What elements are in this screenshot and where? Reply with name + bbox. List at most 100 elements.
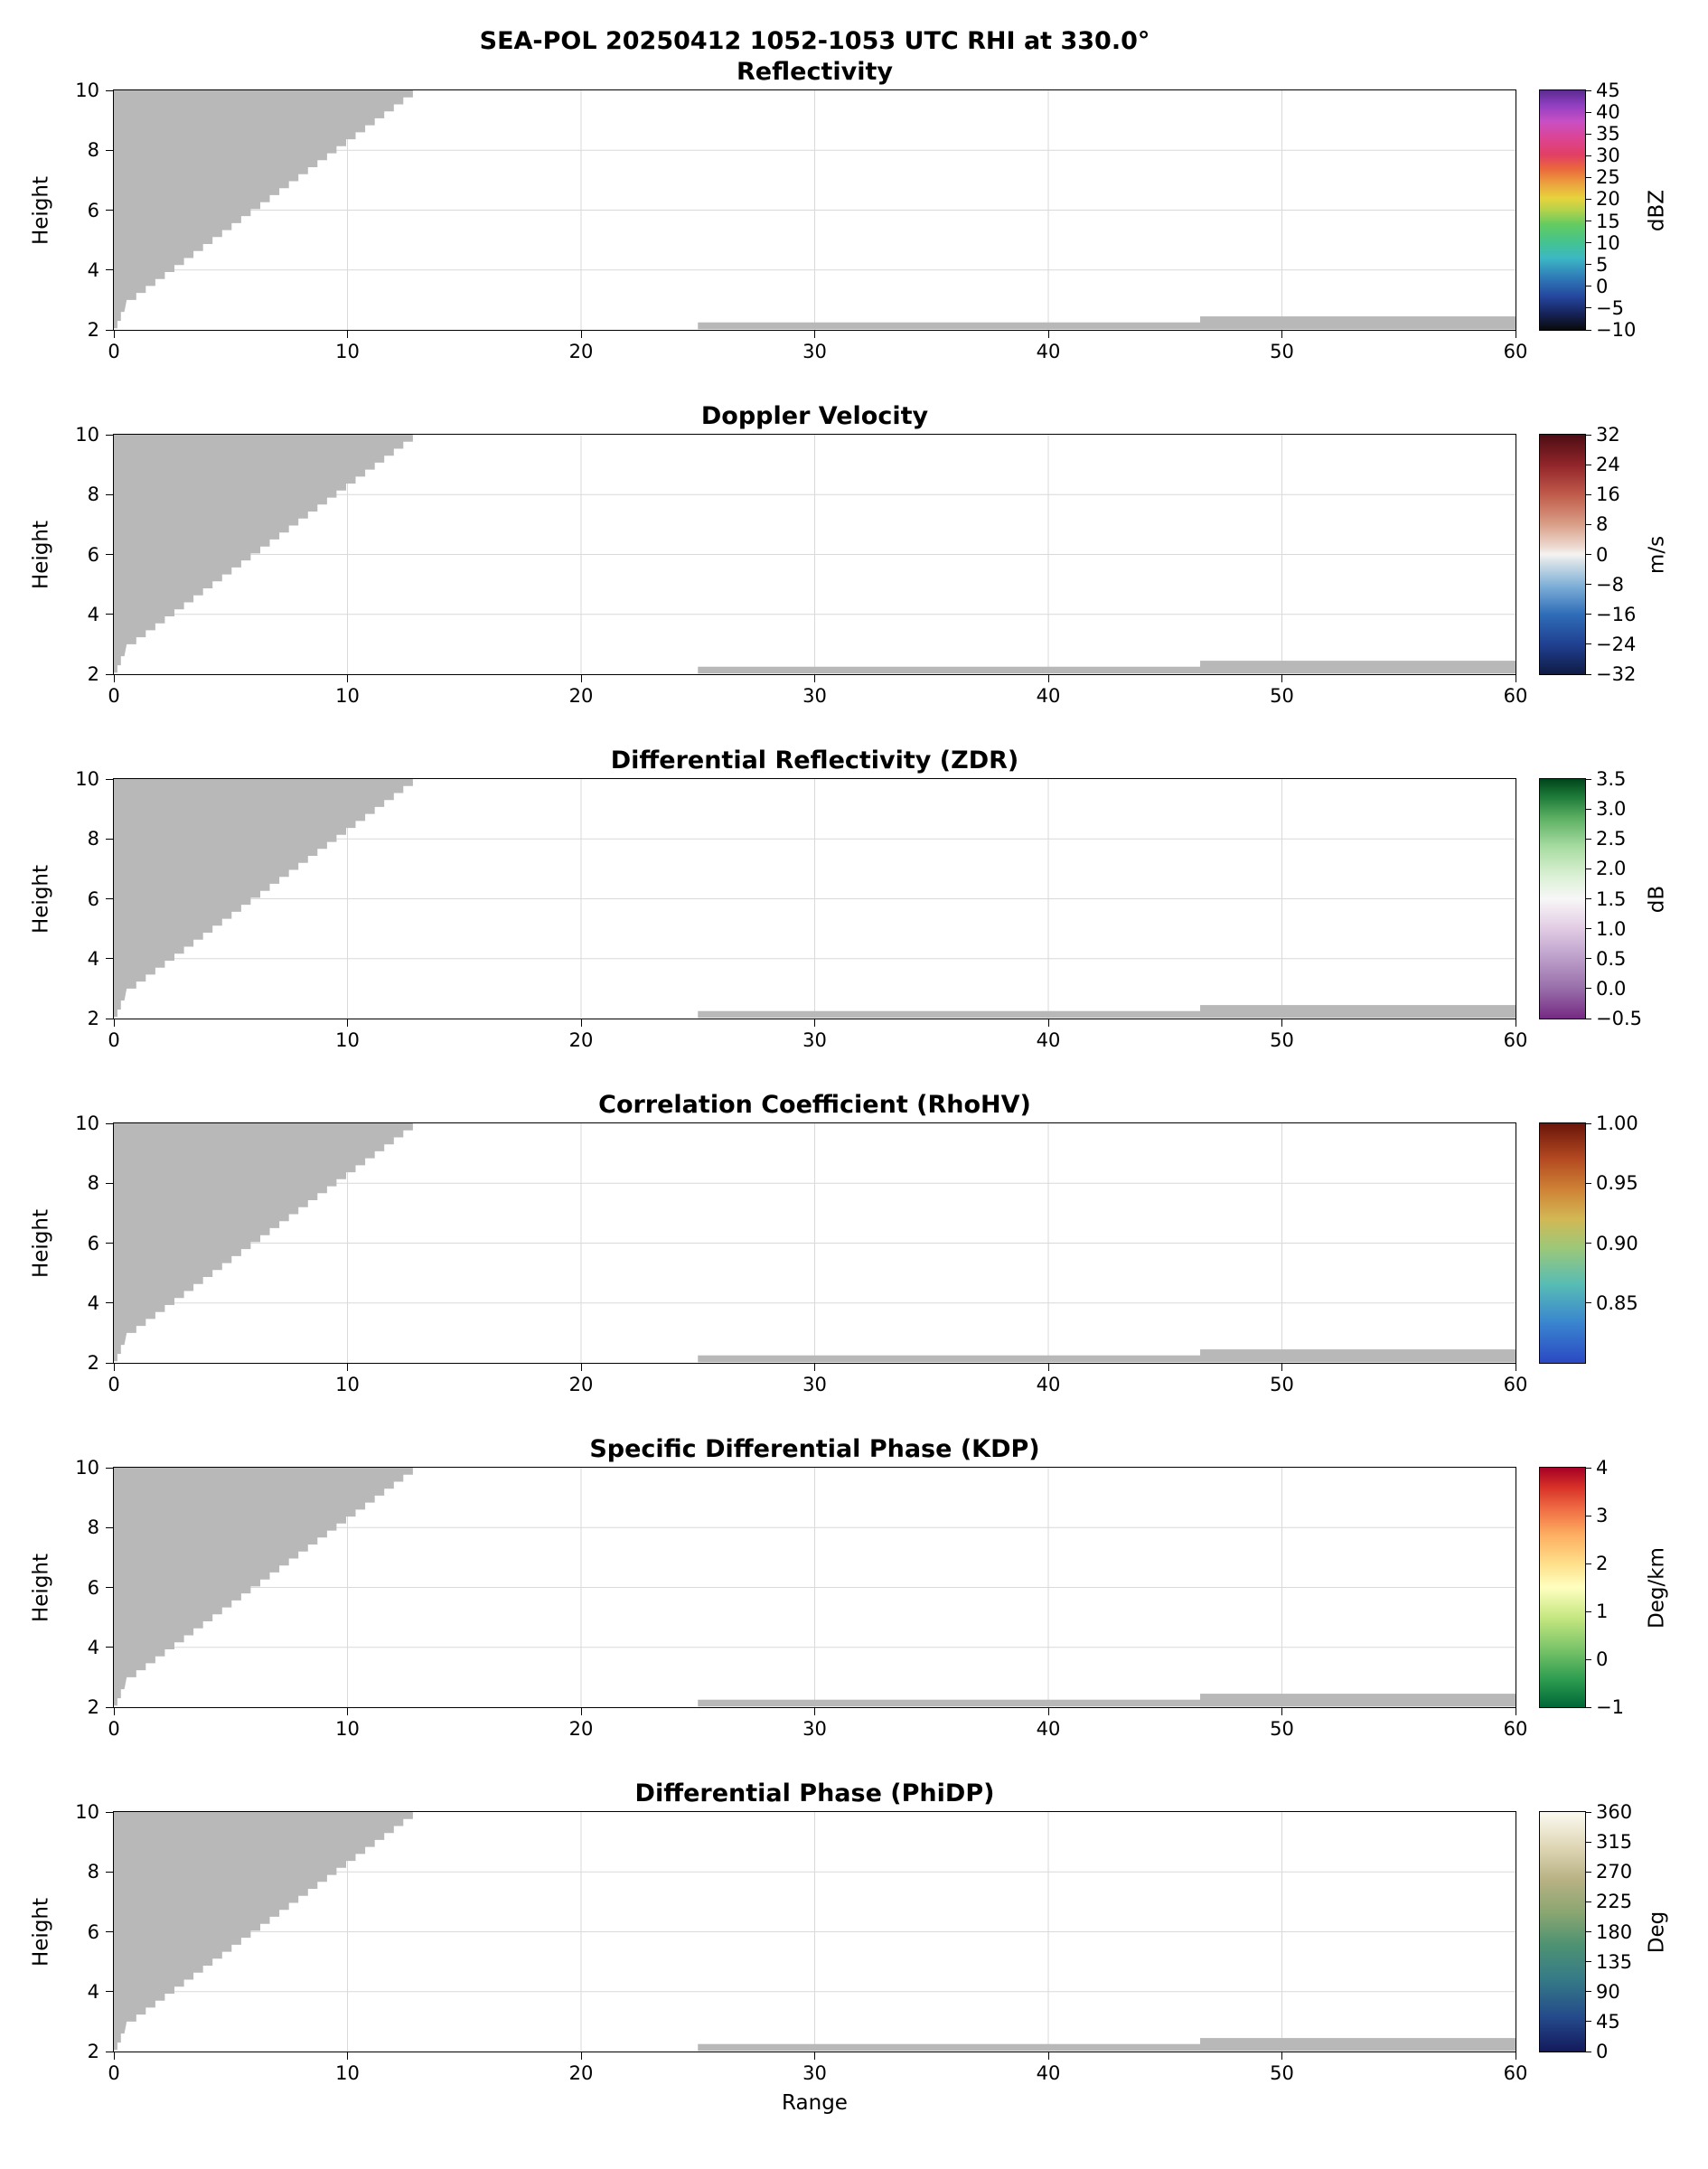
colorbar-tick-label: 24 [1596, 454, 1620, 476]
panel-title-velocity: Doppler Velocity [700, 402, 929, 430]
x-tick-mark [347, 675, 348, 682]
masked-region-strip [698, 1355, 1516, 1363]
x-tick-mark [814, 1019, 815, 1027]
colorbar-tick-label: 16 [1596, 484, 1620, 506]
x-tick-label: 40 [1036, 685, 1061, 707]
x-tick-label: 20 [568, 341, 594, 362]
y-tick-label: 10 [75, 424, 99, 446]
colorbar-tick-mark [1586, 673, 1591, 675]
plot-canvas [114, 1812, 1516, 2052]
x-tick-label: 10 [335, 685, 360, 707]
y-tick-label: 4 [87, 1636, 99, 1658]
x-tick-mark [580, 1364, 582, 1371]
colorbar-tick-label: 2.5 [1596, 828, 1627, 850]
masked-region-wedge [114, 1123, 413, 1362]
y-axis-label: Height [29, 520, 53, 589]
colorbar-tick-mark [1586, 1610, 1591, 1612]
colorbar-tick-mark [1586, 778, 1591, 780]
y-tick-mark [106, 1991, 113, 1993]
colorbar-tick-label: 1.5 [1596, 887, 1627, 910]
x-tick-mark [814, 331, 815, 338]
x-tick-label: 50 [1270, 1374, 1294, 1395]
y-tick-label: 4 [87, 603, 99, 625]
colorbar-tick-mark [1586, 1991, 1591, 1993]
x-tick-label: 60 [1503, 1718, 1528, 1740]
colorbar-phidp [1539, 1811, 1586, 2052]
x-tick-label: 10 [335, 1374, 360, 1395]
x-tick-mark [113, 2052, 115, 2060]
y-tick-mark [106, 1931, 113, 1932]
colorbar-tick-mark [1586, 1182, 1591, 1184]
y-tick-label: 6 [87, 1576, 99, 1599]
colorbar-tick-label: −5 [1596, 296, 1624, 319]
y-tick-label: 6 [87, 199, 99, 221]
colorbar-tick-mark [1586, 898, 1591, 899]
x-axis-label: Range [782, 2091, 848, 2115]
y-tick-mark [106, 1122, 113, 1124]
y-tick-mark [106, 778, 113, 780]
y-tick-label: 2 [87, 2041, 99, 2062]
y-tick-mark [106, 1302, 113, 1304]
colorbar-tick-label: 0.90 [1596, 1232, 1638, 1254]
colorbar-tick-label: 180 [1596, 1920, 1633, 1943]
colorbar-tick-label: 5 [1596, 253, 1609, 276]
y-tick-mark [106, 614, 113, 615]
x-tick-label: 20 [568, 1029, 594, 1051]
x-tick-mark [113, 1019, 115, 1027]
y-tick-mark [106, 1526, 113, 1528]
plot-area-reflectivity [113, 89, 1516, 331]
colorbar-unit-label: dB [1645, 885, 1669, 913]
x-tick-label: 0 [108, 1718, 120, 1740]
x-tick-label: 60 [1503, 2062, 1528, 2084]
x-tick-mark [1281, 1019, 1282, 1027]
colorbar-tick-mark [1586, 155, 1591, 156]
colorbar-tick-label: 15 [1596, 210, 1620, 232]
x-tick-label: 50 [1270, 1029, 1294, 1051]
x-tick-label: 30 [802, 1718, 827, 1740]
x-tick-mark [347, 1019, 348, 1027]
y-axis-label: Height [29, 175, 53, 245]
y-tick-mark [106, 1182, 113, 1184]
colorbar-velocity [1539, 434, 1586, 675]
colorbar-tick-label: 2 [1596, 1553, 1609, 1574]
x-tick-label: 40 [1036, 1374, 1061, 1395]
colorbar-tick-label: 8 [1596, 513, 1609, 536]
colorbar-tick-mark [1586, 198, 1591, 200]
x-tick-label: 50 [1270, 685, 1294, 707]
x-tick-mark [347, 1708, 348, 1715]
colorbar-tick-mark [1586, 176, 1591, 178]
x-tick-mark [580, 2052, 582, 2060]
masked-region-strip [698, 1699, 1516, 1707]
colorbar-tick-mark [1586, 1658, 1591, 1660]
y-axis-label: Height [29, 1208, 53, 1278]
y-tick-label: 8 [87, 1516, 99, 1539]
colorbar-tick-label: 30 [1596, 145, 1620, 167]
y-axis-label: Height [29, 1553, 53, 1622]
masked-region-strip [698, 322, 1516, 330]
y-tick-mark [106, 329, 113, 331]
colorbar-tick-mark [1586, 2021, 1591, 2023]
masked-region-wedge [114, 1468, 413, 1706]
x-tick-label: 20 [568, 1374, 594, 1395]
y-axis-label: Height [29, 864, 53, 934]
y-tick-label: 10 [75, 768, 99, 790]
x-tick-label: 10 [335, 341, 360, 362]
x-tick-label: 20 [568, 685, 594, 707]
x-tick-label: 50 [1270, 1718, 1294, 1740]
colorbar-tick-label: 225 [1596, 1891, 1633, 1913]
y-tick-mark [106, 210, 113, 211]
x-tick-label: 40 [1036, 341, 1061, 362]
x-tick-label: 30 [802, 1029, 827, 1051]
colorbar-tick-mark [1586, 584, 1591, 586]
y-tick-label: 2 [87, 1352, 99, 1374]
x-tick-mark [580, 1708, 582, 1715]
colorbar-tick-label: 10 [1596, 231, 1620, 254]
colorbar-tick-mark [1586, 1243, 1591, 1244]
colorbar-tick-label: 25 [1596, 166, 1620, 189]
colorbar-tick-label: −32 [1596, 663, 1637, 685]
y-tick-label: 10 [75, 1457, 99, 1479]
x-tick-mark [1047, 675, 1049, 682]
x-tick-mark [347, 331, 348, 338]
colorbar-rhohv [1539, 1122, 1586, 1364]
